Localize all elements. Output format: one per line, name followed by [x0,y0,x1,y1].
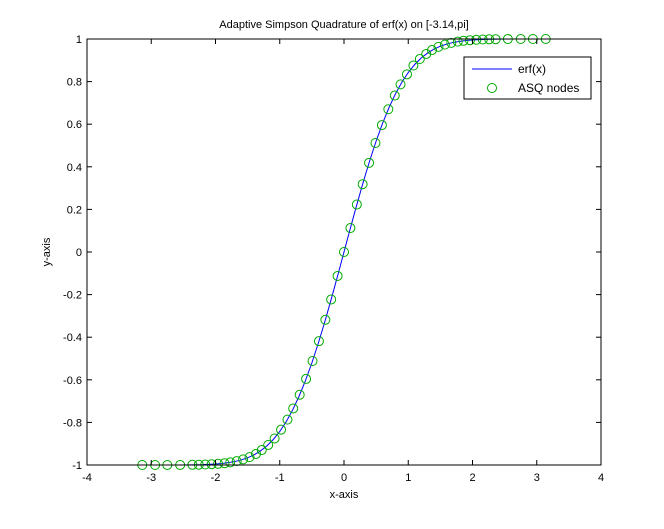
asq-node-point [213,458,224,469]
y-tick-label: 0.6 [67,119,82,131]
y-tick-label: -0.8 [63,417,82,429]
asq-node-point [244,452,255,463]
asq-node-point [357,179,368,190]
legend-box [463,56,592,100]
legend-entry-asq-nodes: ASQ nodes [518,81,579,95]
x-tick-label: -3 [146,472,156,484]
asq-node-point [401,69,412,80]
legend: erf(x) ASQ nodes [463,56,592,100]
x-tick-label: 2 [469,472,475,484]
y-tick-label: 0.4 [67,162,82,174]
asq-node-point [301,373,312,384]
asq-node-point [231,456,242,467]
x-tick-label: 4 [598,472,604,484]
x-tick-label: 1 [405,472,411,484]
legend-marker-swatch [487,83,497,93]
asq-node-point [276,424,287,435]
y-tick-label: 0.8 [67,77,82,89]
chart-title: Adaptive Simpson Quadrature of erf(x) on… [219,19,468,31]
asq-node-point [320,314,331,325]
asq-node-point [452,36,463,47]
x-tick-label: 0 [341,472,347,484]
asq-node-point [446,37,457,48]
asq-node-point [269,433,280,444]
asq-node-point [282,414,293,425]
asq-node-point [326,294,337,305]
asq-node-point [427,45,438,56]
asq-node-point [339,247,349,257]
asq-node-point [307,355,318,366]
x-axis-label: x-axis [330,489,359,501]
asq-node-point [376,120,387,131]
asq-node-point [364,157,375,168]
x-tick-label: -2 [211,472,221,484]
asq-node-point [219,458,230,469]
asq-node-point [383,104,394,115]
y-tick-label: -0.4 [63,332,82,344]
asq-node-point [458,35,469,46]
asq-node-point [389,90,400,101]
x-tick-label: -1 [275,472,285,484]
ticks-layer: -4 -3 -2 -1 0 1 2 3 4 -1 -0.8 -0.6 -0.4 -0.2 0 0.2 0.4 0.… [63,34,604,484]
asq-node-point [414,54,425,65]
asq-node-point [288,403,299,414]
asq-node-point [395,79,406,90]
asq-node-point [464,35,475,46]
legend-entry-erf: erf(x) [518,62,546,76]
asq-node-point [345,223,356,234]
y-tick-label: 1 [76,34,82,46]
asq-node-point [439,39,450,50]
asq-node-point [313,336,324,347]
asq-node-point [206,459,217,470]
asq-node-point [408,60,419,71]
y-axis-label: y-axis [41,237,53,266]
asq-node-point [256,445,267,456]
asq-node-point [294,389,305,400]
asq-node-point [263,439,274,450]
asq-node-point [238,454,249,465]
asq-node-point [370,138,381,149]
y-tick-label: -0.2 [63,290,82,302]
asq-node-point [351,199,362,210]
asq-node-point [471,34,482,45]
asq-node-point [332,270,343,281]
asq-node-point [433,41,444,52]
y-tick-label: -0.6 [63,375,82,387]
x-tick-label: 3 [534,472,540,484]
y-tick-label: -1 [72,460,82,472]
y-tick-label: 0.2 [67,204,82,216]
asq-node-point [225,457,236,468]
y-tick-label: 0 [76,247,82,259]
x-tick-label: -4 [82,472,92,484]
